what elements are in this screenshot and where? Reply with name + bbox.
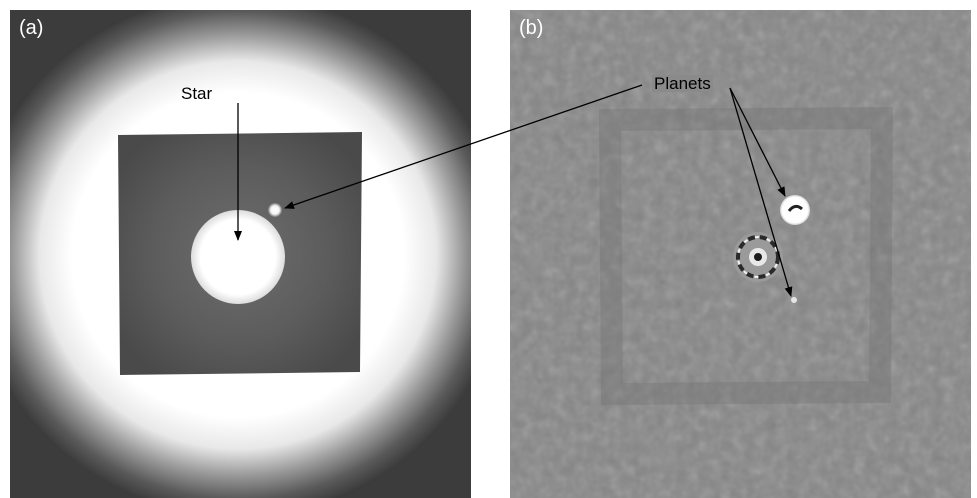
panel-a-star-halo [10, 10, 471, 498]
panel-b-planet-faint [791, 297, 797, 303]
panel-b-label: (b) [519, 17, 544, 39]
panel-a-planet [268, 203, 282, 217]
panel-b-planet-bright [780, 195, 810, 225]
panel-b-residual-map [510, 10, 971, 498]
panel-a-star-core [191, 210, 285, 304]
planets-annotation: Planets [652, 74, 713, 93]
panel-b-image: (b) [510, 10, 971, 498]
panel-a-image: (a) [10, 10, 471, 498]
panel-a-label: (a) [19, 17, 44, 39]
star-annotation: Star [181, 84, 213, 103]
panel-b-star-residual [733, 232, 783, 282]
